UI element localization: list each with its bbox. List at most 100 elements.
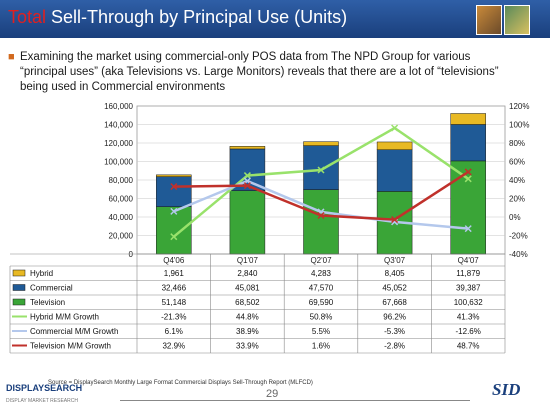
bar-hybrid	[229, 146, 266, 150]
bar-hybrid	[156, 174, 192, 177]
y-right-tick-label: -40%	[509, 250, 528, 259]
table-cell: 38.9%	[236, 327, 259, 336]
point-hybrid-m-m-growth	[464, 175, 472, 183]
table-cell: 2,840	[237, 269, 258, 278]
bar-hybrid	[450, 113, 486, 125]
legend-key-commercial	[12, 284, 26, 291]
point-commercial-m-m-growth	[391, 218, 399, 226]
x-tick-label: Q4'07	[458, 256, 480, 265]
table-cell: 45,052	[382, 284, 407, 293]
table-cell: 48.7%	[457, 342, 480, 351]
y-left-tick-label: 20,000	[109, 232, 134, 241]
title-text: Sell-Through by Principal Use (Units)	[46, 7, 348, 27]
point-hybrid-m-m-growth	[170, 233, 178, 241]
table-cell: 47,570	[309, 284, 334, 293]
table-cell: 44.8%	[236, 313, 259, 322]
page-number: 29	[266, 388, 279, 400]
y-right-tick-label: 20%	[509, 195, 525, 204]
bar-commercial	[376, 149, 413, 192]
displaysearch-tagline: DISPLAY MARKET RESEARCH	[6, 398, 78, 404]
bar-commercial	[156, 176, 192, 207]
x-tick-label: Q2'07	[310, 256, 332, 265]
point-television-m-m-growth	[464, 168, 472, 176]
table-cell: -2.8%	[384, 342, 405, 351]
bar-television	[229, 190, 266, 255]
table-cell: 32,466	[162, 284, 187, 293]
table-cell: 51,148	[162, 298, 187, 307]
source-note: Source = DisplaySearch Monthly Large For…	[48, 380, 313, 386]
bar-commercial	[450, 124, 486, 162]
table-cell: 69,590	[309, 298, 334, 307]
bar-television	[450, 160, 486, 255]
bar-television	[156, 206, 192, 255]
point-television-m-m-growth	[170, 183, 178, 191]
bullet-marker-icon: ■	[8, 51, 15, 63]
displaysearch-logo: DISPLAYSEARCH	[6, 383, 83, 393]
y-left-tick-label: 120,000	[104, 139, 133, 148]
y-left-tick-label: 160,000	[104, 102, 133, 111]
y-left-tick-label: 100,000	[104, 158, 133, 167]
table-cell: 1,961	[164, 269, 185, 278]
table-row-label: Hybrid	[30, 269, 53, 278]
y-right-tick-label: 40%	[509, 176, 525, 185]
y-left-tick-label: 60,000	[109, 195, 134, 204]
table-cell: 32.9%	[162, 342, 185, 351]
point-television-m-m-growth	[243, 182, 251, 190]
y-right-tick-label: 80%	[509, 139, 525, 148]
y-right-tick-label: -20%	[509, 232, 528, 241]
header-thumbnail-2	[504, 5, 530, 35]
table-cell: 1.6%	[312, 342, 330, 351]
point-hybrid-m-m-growth	[391, 124, 399, 132]
table-cell: 11,879	[456, 269, 480, 278]
point-hybrid-m-m-growth	[317, 166, 325, 174]
chart: 0 20,000 40,000 60,000 80,000 100,000 120,000 1…	[9, 102, 529, 354]
table-row-label: Commercial	[30, 284, 73, 293]
table-cell: -21.3%	[161, 313, 186, 322]
y-right-tick-label: 60%	[509, 158, 525, 167]
y-right-tick-label: 0%	[509, 213, 521, 222]
table-row-label: Television M/M Growth	[30, 342, 111, 351]
table-cell: 8,405	[385, 269, 406, 278]
point-hybrid-m-m-growth	[243, 172, 251, 180]
x-tick-label: Q3'07	[384, 256, 406, 265]
table-cell: 100,632	[454, 298, 483, 307]
sid-logo: SID	[492, 380, 521, 399]
table-row-label: Commercial M/M Growth	[30, 327, 118, 336]
table-cell: -5.3%	[384, 327, 405, 336]
x-tick-label: Q1'07	[237, 256, 259, 265]
table-cell: 67,668	[382, 298, 407, 307]
header-thumbnail-1	[476, 5, 502, 35]
bar-television	[303, 189, 339, 255]
bullet-text: Examining the market using commercial-on…	[20, 51, 499, 93]
y-right-tick-label: 100%	[509, 121, 529, 130]
y-left-tick-label: 40,000	[109, 213, 134, 222]
bar-hybrid	[376, 141, 413, 150]
table-cell: 41.3%	[457, 313, 480, 322]
point-television-m-m-growth	[317, 211, 325, 220]
table-cell: 33.9%	[236, 342, 259, 351]
table-row-label: Hybrid M/M Growth	[30, 313, 99, 322]
y-left-tick-label: 80,000	[109, 176, 134, 185]
y-right-tick-label: 120%	[509, 102, 529, 111]
point-commercial-m-m-growth	[464, 225, 472, 233]
table-cell: -12.6%	[456, 327, 481, 336]
table-cell: 4,283	[311, 269, 332, 278]
y-left-tick-label: 140,000	[104, 121, 133, 130]
legend-key-television	[12, 298, 26, 306]
table-cell: 68,502	[235, 298, 260, 307]
point-commercial-m-m-growth	[170, 207, 178, 215]
table-cell: 96.2%	[383, 313, 406, 322]
table-cell: 5.5%	[312, 327, 330, 336]
bar-commercial	[303, 145, 339, 190]
table-cell: 39,387	[456, 284, 481, 293]
table-cell: 50.8%	[310, 313, 333, 322]
y-left-tick-label: 0	[129, 250, 134, 259]
slide-header: Total Sell-Through by Principal Use (Uni…	[0, 0, 550, 38]
title-accent: Total	[8, 7, 47, 27]
x-tick-label: Q4'06	[163, 256, 185, 265]
bar-hybrid	[303, 141, 339, 146]
table-cell: 6.1%	[165, 327, 183, 336]
table-row-label: Television	[30, 298, 65, 307]
legend-key-hybrid	[12, 269, 26, 277]
slide-title: Total Sell-Through by Principal Use (Uni…	[8, 7, 347, 28]
